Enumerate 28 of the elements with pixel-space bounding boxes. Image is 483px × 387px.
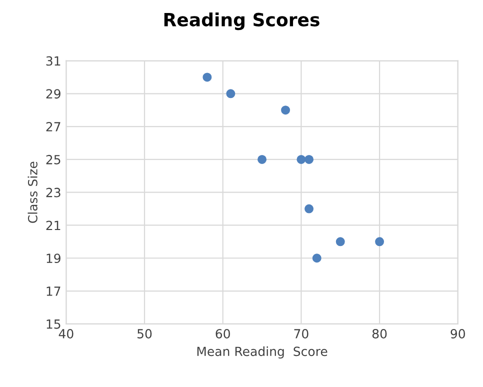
y-tick-label: 27 — [46, 122, 60, 132]
point — [336, 237, 345, 246]
x-tick-label: 50 — [138, 329, 152, 338]
y-tick-label: 25 — [46, 154, 60, 164]
x-tick-label: 70 — [294, 329, 308, 338]
point — [202, 72, 212, 82]
x-axis-title: Mean Reading Score — [197, 346, 328, 359]
point — [375, 237, 384, 246]
y-tick-label: 15 — [46, 320, 60, 329]
point — [226, 89, 236, 98]
y-tick-label: 17 — [46, 286, 60, 296]
point — [281, 106, 290, 115]
point — [258, 154, 267, 164]
point — [304, 204, 314, 214]
chart-title: Reading Scores — [164, 12, 320, 30]
point — [312, 254, 322, 263]
y-tick-label: 19 — [46, 254, 60, 264]
x-tick-label: 90 — [450, 329, 466, 338]
point — [296, 154, 306, 164]
x-tick-label: 80 — [372, 329, 387, 338]
point — [304, 154, 314, 164]
y-tick-label: 23 — [46, 188, 60, 198]
y-tick-label: 31 — [46, 56, 60, 66]
y-axis-title: Class Size — [28, 162, 38, 223]
y-tick-label: 29 — [46, 89, 60, 99]
x-tick-label: 60 — [216, 329, 230, 338]
y-tick-label: 21 — [46, 220, 60, 230]
x-tick-label: 40 — [58, 329, 74, 338]
